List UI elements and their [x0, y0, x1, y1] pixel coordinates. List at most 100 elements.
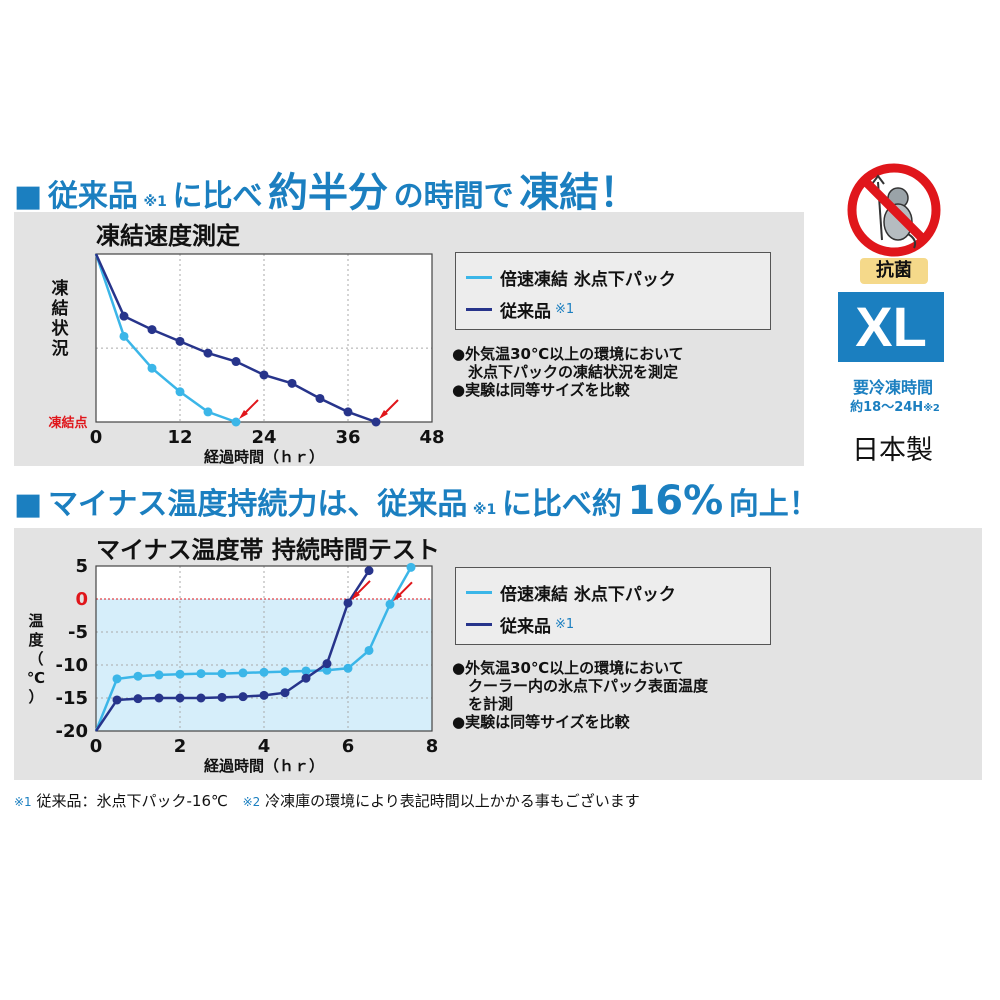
data-point: [238, 668, 248, 678]
data-point: [133, 694, 143, 704]
product-badges: 抗菌 XL 要冷凍時間 約18〜24H※2 日本製: [830, 160, 960, 480]
heading-text: マイナス温度持続力は、従来品: [47, 487, 468, 522]
y-axis-label-char: ℃: [27, 669, 45, 687]
x-tick-label: 36: [335, 427, 360, 448]
legend-swatch-fast: [466, 276, 492, 279]
heading-ref: ※1: [143, 194, 167, 210]
data-point: [154, 693, 164, 703]
pointer-arrow-head: [239, 410, 248, 419]
chart2-title: マイナス温度帯 持続時間テスト: [96, 536, 440, 564]
legend-label-conventional: 従来品: [500, 302, 551, 322]
heading-text: に比べ約: [501, 487, 622, 522]
x-tick-label: 4: [258, 736, 271, 757]
x-tick-label: 48: [419, 427, 444, 448]
freeze-point-label: 凍結点: [48, 415, 87, 431]
antibacterial-label: 抗菌: [860, 258, 928, 284]
legend-ref: ※1: [555, 302, 575, 317]
legend-swatch-conventional: [466, 623, 492, 626]
y-axis-label-char: ）: [28, 688, 43, 706]
data-point: [119, 331, 129, 341]
chart1-notes: ●外気温30℃以上の環境において 氷点下パックの凍結状況を測定 ●実験は同等サイ…: [452, 345, 684, 399]
legend-item-fast: 倍速凍結 氷点下パック: [466, 580, 676, 605]
footnote-ref: ※1: [14, 795, 32, 809]
data-point: [406, 562, 416, 572]
heading-emphasis: 凍結！: [519, 170, 640, 216]
data-point: [343, 598, 353, 608]
footnote-text: 冷凍庫の環境により表記時間以上かかる事もございます: [265, 792, 640, 810]
data-point: [203, 407, 213, 417]
note-line: クーラー内の氷点下パック表面温度: [468, 677, 709, 695]
chart2-legend: 倍速凍結 氷点下パック 従来品 ※1: [455, 567, 771, 645]
heading-duration: ■ マイナス温度持続力は、従来品 ※1 に比べ約 16% 向上！: [14, 478, 819, 524]
data-point: [301, 666, 311, 676]
data-point: [385, 599, 395, 609]
data-point: [147, 363, 157, 373]
y-axis-label-char: 況: [52, 338, 69, 359]
legend-item-conventional: 従来品 ※1: [466, 297, 574, 322]
freeze-time-label: 要冷凍時間: [852, 378, 933, 397]
x-axis-label: 経過時間（ｈｒ）: [204, 448, 324, 466]
heading-ref: ※1: [472, 502, 497, 518]
x-tick-label: 12: [167, 427, 192, 448]
origin-label: 日本製: [852, 435, 933, 466]
x-tick-label: 8: [426, 736, 439, 757]
data-point: [203, 348, 213, 358]
chart1-legend: 倍速凍結 氷点下パック 従来品 ※1: [455, 252, 771, 330]
plot-frame: [95, 253, 433, 423]
x-tick-label: 0: [90, 427, 103, 448]
legend-item-conventional: 従来品 ※1: [466, 612, 574, 637]
legend-ref: ※1: [555, 617, 575, 632]
y-axis-label-char: 凍: [52, 278, 70, 299]
data-point: [147, 325, 157, 335]
data-point: [154, 670, 164, 680]
data-point: [364, 645, 374, 655]
heading-emphasis: 16%: [627, 478, 724, 524]
data-point: [196, 693, 206, 703]
duration-chart: 0 2 4 6 8 経過時間（ｈｒ） 5 0 -5 -10 -15 -20 温度（℃）: [27, 556, 439, 775]
note-line: ●実験は同等サイズを比較: [452, 713, 630, 731]
x-tick-label: 2: [174, 736, 187, 757]
legend-label-fast: 倍速凍結 氷点下パック: [500, 585, 676, 605]
data-point: [112, 674, 122, 684]
freeze-time-value: 約18〜24H※2: [830, 396, 960, 415]
data-point: [238, 692, 248, 702]
chart1-title: 凍結速度測定: [96, 222, 240, 250]
data-point: [231, 357, 241, 367]
legend-label-fast: 倍速凍結 氷点下パック: [500, 270, 676, 290]
data-point: [259, 690, 269, 700]
data-point: [217, 669, 227, 679]
y-tick-label: -5: [68, 622, 88, 643]
data-point: [259, 370, 269, 380]
x-tick-label: 6: [342, 736, 355, 757]
heading-marker: ■: [14, 487, 43, 522]
data-point: [280, 667, 290, 677]
chart2-notes: ●外気温30℃以上の環境において クーラー内の氷点下パック表面温度 を計測 ●実…: [452, 659, 708, 731]
data-point: [133, 671, 143, 681]
size-badge: XL: [838, 292, 944, 362]
y-tick-label: -15: [55, 688, 88, 709]
heading-text: 従来品: [47, 179, 138, 214]
data-point: [231, 417, 241, 427]
note-line: ●外気温30℃以上の環境において: [452, 659, 684, 677]
x-tick-label: 0: [90, 736, 103, 757]
y-axis-label-char: 結: [52, 298, 69, 319]
legend-item-fast: 倍速凍結 氷点下パック: [466, 265, 676, 290]
pointer-arrow-head: [351, 590, 360, 600]
data-point: [280, 688, 290, 698]
data-point: [322, 659, 332, 669]
footnote-text: 従来品：氷点下パック-16℃: [36, 792, 228, 810]
x-axis-label: 経過時間（ｈｒ）: [204, 757, 324, 775]
heading-marker: ■: [14, 179, 43, 214]
note-line: 氷点下パックの凍結状況を測定: [468, 363, 679, 381]
data-point: [287, 378, 297, 388]
series-line-fast: [94, 566, 413, 732]
data-point: [217, 692, 227, 702]
y-axis-label-char: （: [28, 650, 43, 668]
y-tick-label: -20: [55, 721, 88, 742]
freeze-time: 約18〜24H: [850, 400, 924, 415]
y-axis-label-char: 状: [52, 318, 70, 339]
data-point: [343, 407, 353, 417]
y-tick-label: 5: [75, 556, 88, 577]
heading-text: の時間で: [393, 179, 514, 214]
plot-frame: [95, 565, 433, 732]
